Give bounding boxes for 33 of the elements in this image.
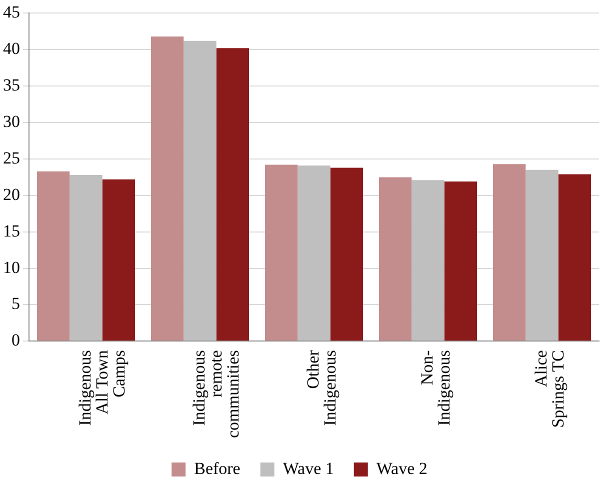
bar <box>70 175 102 341</box>
y-tick-label: 20 <box>3 184 20 204</box>
y-tick-label: 0 <box>12 330 20 350</box>
y-tick-label: 30 <box>3 112 20 131</box>
bar <box>330 168 364 341</box>
y-tick-label: 25 <box>3 148 20 168</box>
legend-label: Before <box>194 458 240 478</box>
bar <box>558 174 592 341</box>
bar <box>492 164 526 341</box>
legend-label: Wave 1 <box>282 458 334 478</box>
bar <box>150 36 184 341</box>
bar <box>378 177 412 341</box>
y-tick-label: 45 <box>3 2 20 22</box>
x-tick-label: Non- Indigenous <box>417 350 454 426</box>
legend-label: Wave 2 <box>376 458 428 478</box>
y-tick-label: 35 <box>3 76 20 95</box>
bar <box>216 48 250 341</box>
bar <box>36 171 70 341</box>
bar <box>526 170 558 341</box>
bar <box>298 166 330 341</box>
bar <box>264 164 298 341</box>
bar <box>102 179 136 341</box>
x-tick-label: Other Indigenous <box>303 350 340 426</box>
bar <box>184 40 216 341</box>
y-tick-label: 15 <box>3 221 20 240</box>
bar <box>412 180 444 341</box>
y-tick-label: 10 <box>3 258 20 277</box>
x-tick-label: Indigenous All Town Camps <box>75 350 128 426</box>
x-tick-label: Indigenous remote communities <box>189 350 242 438</box>
y-tick-label: 5 <box>12 294 20 314</box>
x-tick-label: Alice Springs TC <box>531 350 568 428</box>
bar <box>444 182 478 341</box>
y-tick-label: 40 <box>3 39 20 58</box>
